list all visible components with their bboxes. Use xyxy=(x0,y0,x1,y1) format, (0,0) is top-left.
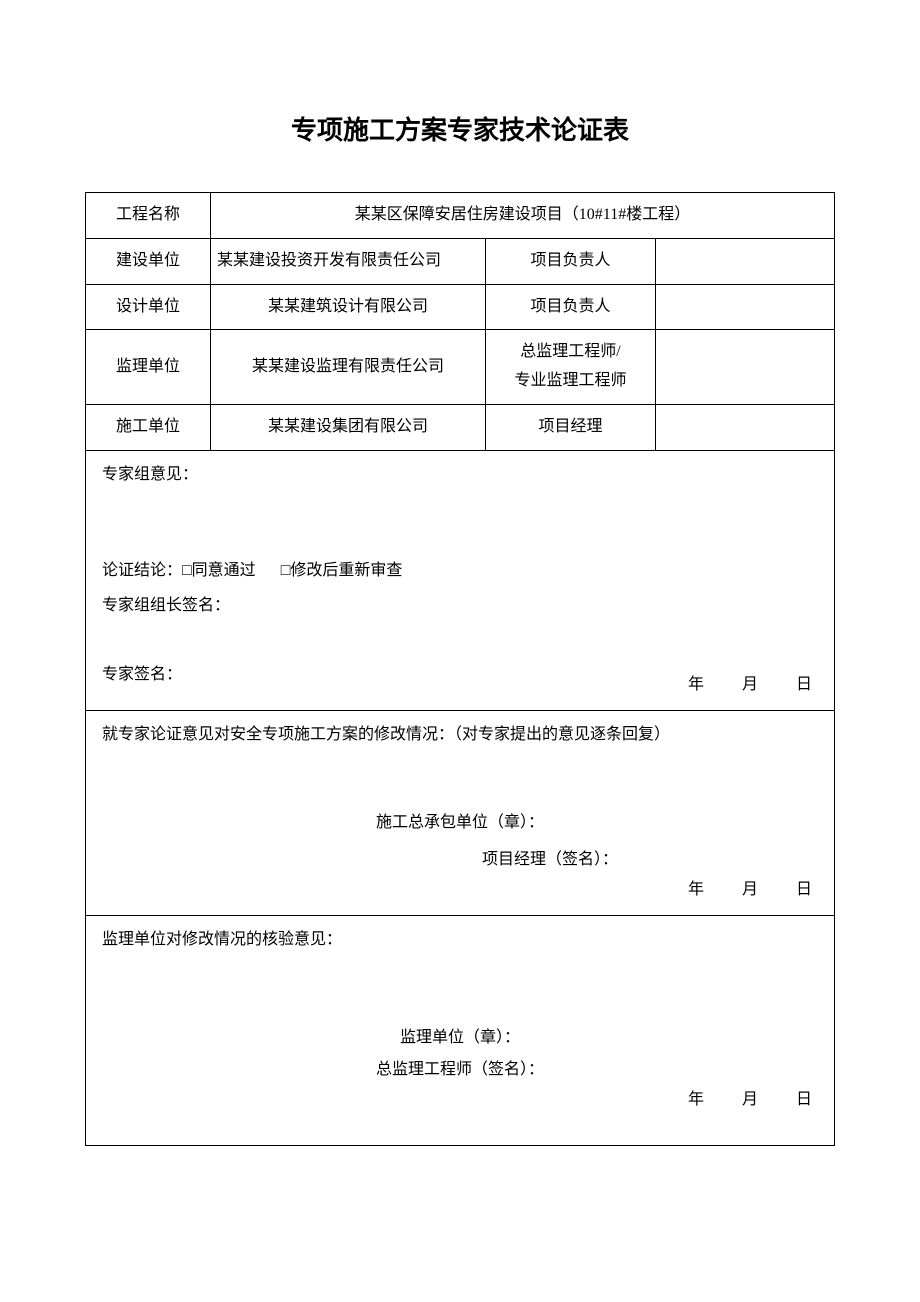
supervisor-label: 监理单位 xyxy=(86,330,211,405)
constructor-label: 施工单位 xyxy=(86,404,211,450)
verification-date: 年 月 日 xyxy=(688,1086,814,1115)
leader-sign-label: 专家组组长签名： xyxy=(102,592,818,621)
form-table: 工程名称 某某区保障安居住房建设项目（10#11#楼工程） 建设单位 某某建设投… xyxy=(85,192,835,1146)
supervisor-sign: 总监理工程师（签名）： xyxy=(86,1056,834,1085)
constructor-resp-value xyxy=(656,404,835,450)
designer-resp-label: 项目负责人 xyxy=(486,284,656,330)
opinion-date: 年 月 日 xyxy=(688,671,814,700)
row-expert-opinion: 专家组意见： 论证结论：□同意通过 □修改后重新审查 专家组组长签名： 专家签名：… xyxy=(86,450,835,710)
project-name-value: 某某区保障安居住房建设项目（10#11#楼工程） xyxy=(211,193,835,239)
conclusion-label: 论证结论： xyxy=(102,562,182,579)
designer-label: 设计单位 xyxy=(86,284,211,330)
row-supervisor: 监理单位 某某建设监理有限责任公司 总监理工程师/ 专业监理工程师 xyxy=(86,330,835,405)
opinion-header: 专家组意见： xyxy=(102,461,818,490)
designer-resp-value xyxy=(656,284,835,330)
page-container: 专项施工方案专家技术论证表 工程名称 某某区保障安居住房建设项目（10#11#楼… xyxy=(0,0,920,1206)
builder-label: 建设单位 xyxy=(86,238,211,284)
expert-sign-label: 专家签名： xyxy=(102,661,182,690)
option-approve: □同意通过 xyxy=(182,562,256,579)
supervisor-resp-label: 总监理工程师/ 专业监理工程师 xyxy=(486,330,656,405)
modification-date: 年 月 日 xyxy=(688,876,814,905)
verification-header: 监理单位对修改情况的核验意见： xyxy=(102,926,818,955)
modification-header: 就专家论证意见对安全专项施工方案的修改情况：（对专家提出的意见逐条回复） xyxy=(102,721,818,750)
expert-opinion-cell: 专家组意见： 论证结论：□同意通过 □修改后重新审查 专家组组长签名： 专家签名：… xyxy=(86,450,835,710)
row-modification: 就专家论证意见对安全专项施工方案的修改情况：（对专家提出的意见逐条回复） 施工总… xyxy=(86,710,835,915)
verification-cell: 监理单位对修改情况的核验意见： 监理单位（章）： 总监理工程师（签名）： 年 月… xyxy=(86,915,835,1145)
supervisor-value: 某某建设监理有限责任公司 xyxy=(211,330,486,405)
builder-resp-value xyxy=(656,238,835,284)
supervisor-resp-label-line2: 专业监理工程师 xyxy=(514,372,626,389)
option-revise: □修改后重新审查 xyxy=(281,562,403,579)
conclusion-line: 论证结论：□同意通过 □修改后重新审查 xyxy=(102,557,818,586)
row-verification: 监理单位对修改情况的核验意见： 监理单位（章）： 总监理工程师（签名）： 年 月… xyxy=(86,915,835,1145)
builder-resp-label: 项目负责人 xyxy=(486,238,656,284)
pm-sign: 项目经理（签名）： xyxy=(86,846,834,875)
conclusion-block: 论证结论：□同意通过 □修改后重新审查 专家组组长签名： xyxy=(102,557,818,627)
constructor-resp-label: 项目经理 xyxy=(486,404,656,450)
designer-value: 某某建筑设计有限公司 xyxy=(211,284,486,330)
contractor-stamp: 施工总承包单位（章）： xyxy=(86,809,834,838)
document-title: 专项施工方案专家技术论证表 xyxy=(85,110,835,147)
project-name-label: 工程名称 xyxy=(86,193,211,239)
supervisor-resp-value xyxy=(656,330,835,405)
row-project-name: 工程名称 某某区保障安居住房建设项目（10#11#楼工程） xyxy=(86,193,835,239)
row-constructor: 施工单位 某某建设集团有限公司 项目经理 xyxy=(86,404,835,450)
row-designer: 设计单位 某某建筑设计有限公司 项目负责人 xyxy=(86,284,835,330)
modification-cell: 就专家论证意见对安全专项施工方案的修改情况：（对专家提出的意见逐条回复） 施工总… xyxy=(86,710,835,915)
builder-value: 某某建设投资开发有限责任公司 xyxy=(211,238,486,284)
supervisor-resp-label-line1: 总监理工程师/ xyxy=(520,343,620,360)
supervisor-stamp: 监理单位（章）： xyxy=(86,1024,834,1053)
constructor-value: 某某建设集团有限公司 xyxy=(211,404,486,450)
row-builder: 建设单位 某某建设投资开发有限责任公司 项目负责人 xyxy=(86,238,835,284)
